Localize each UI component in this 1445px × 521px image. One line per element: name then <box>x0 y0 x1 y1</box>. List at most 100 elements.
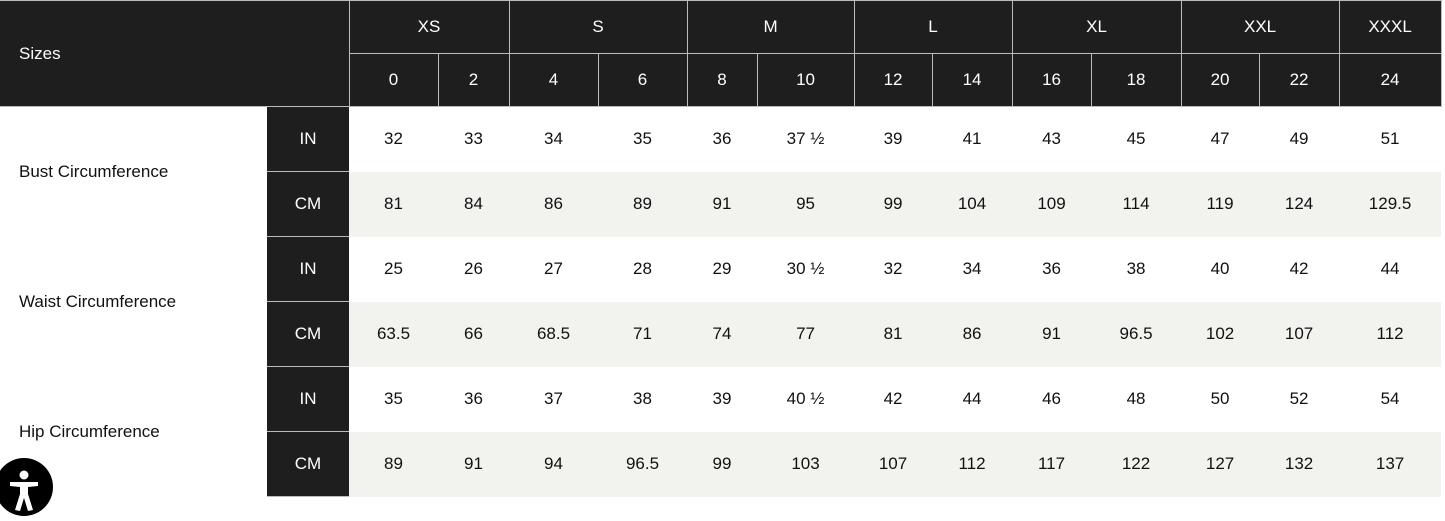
value-cell: 39 <box>883 129 903 149</box>
value-cell: 112 <box>932 431 1013 497</box>
value-cell: 81 <box>349 171 439 237</box>
value-cell: 29 <box>712 259 732 278</box>
value-cell: 36 <box>1042 259 1061 278</box>
value-cell: 96.5 <box>598 431 688 497</box>
value-cell: 77 <box>757 301 855 367</box>
unit-cell: CM <box>267 171 350 237</box>
table-row: Hip Circumference IN 35 36 37 38 39 40 ½ 42 44 46 4… <box>0 366 1441 497</box>
value-cell: 44 <box>962 389 982 408</box>
size-number-header: 4 <box>508 53 599 107</box>
measurement-label: Waist Circumference <box>0 236 267 367</box>
value-cell: 117 <box>1012 431 1092 497</box>
size-number-header: 24 <box>1338 53 1442 107</box>
value-cell: 137 <box>1339 431 1442 497</box>
value-cell: 28 <box>633 259 652 278</box>
value-cell: 91 <box>687 171 758 237</box>
value-cell: 107 <box>854 431 933 497</box>
value-cell: 71 <box>598 301 688 367</box>
value-cell: 37 ½ <box>786 129 825 149</box>
value-cell: 44 <box>1380 259 1400 278</box>
value-cell: 99 <box>854 171 933 237</box>
value-cell: 50 <box>1210 389 1230 408</box>
value-cell: 37 <box>544 389 563 408</box>
value-cell: 127 <box>1181 431 1260 497</box>
value-cell: 129.5 <box>1339 171 1442 237</box>
value-cell: 42 <box>883 389 903 408</box>
value-cell: 51 <box>1380 129 1400 149</box>
size-number-header: 18 <box>1090 53 1182 107</box>
value-cell: 89 <box>349 431 439 497</box>
value-cell: 74 <box>687 301 758 367</box>
sizes-header: Sizes <box>0 0 350 107</box>
value-cell: 39 <box>712 389 732 408</box>
unit-cell: CM <box>267 431 350 497</box>
value-cell: 42 <box>1289 259 1309 278</box>
size-chart-table: Sizes XS S M L XL XXL XXXL 0 2 4 6 8 10 12 14 16 18 20 22 24… <box>0 0 1442 497</box>
value-cell: 109 <box>1012 171 1092 237</box>
value-cell: 34 <box>544 129 563 149</box>
value-cell: 81 <box>854 301 933 367</box>
table-row: Waist Circumference IN 25 26 27 28 29 30 ½ 32 34 3… <box>0 236 1441 367</box>
value-cell: 26 <box>464 259 483 278</box>
size-number-header: 0 <box>348 53 439 107</box>
value-cell: 96.5 <box>1091 301 1182 367</box>
value-cell: 84 <box>438 171 510 237</box>
value-cell: 32 <box>883 259 903 278</box>
size-number-header: 20 <box>1180 53 1260 107</box>
table-row: CM 89 91 94 96.5 99 103 107 112 117 122 127 132 137 <box>0 431 1442 497</box>
value-cell: 32 <box>384 129 403 149</box>
value-cell: 86 <box>932 301 1013 367</box>
accessibility-button[interactable] <box>0 458 53 516</box>
accessibility-icon <box>10 470 38 511</box>
value-cell: 40 ½ <box>786 389 825 408</box>
value-cell: 36 <box>464 389 483 408</box>
value-cell: 132 <box>1259 431 1340 497</box>
size-number-header: 14 <box>931 53 1013 107</box>
value-cell: 95 <box>757 171 855 237</box>
value-cell: 45 <box>1126 129 1146 149</box>
value-cell: 40 <box>1210 259 1230 278</box>
value-cell: 104 <box>932 171 1013 237</box>
size-number-header: 8 <box>686 53 758 107</box>
value-cell: 91 <box>1012 301 1092 367</box>
size-group-header: XXXL <box>1338 0 1442 54</box>
value-cell: 46 <box>1042 389 1061 408</box>
value-cell: 36 <box>712 129 732 149</box>
size-group-header: M <box>686 0 855 54</box>
value-cell: 89 <box>598 171 688 237</box>
size-group-header: XXL <box>1180 0 1340 54</box>
table-row: Bust Circumference IN 32 33 34 35 36 37 ½ 39 41 43… <box>0 106 1441 237</box>
size-number-header: 6 <box>597 53 688 107</box>
unit-cell: IN <box>267 366 350 432</box>
size-group-header: L <box>853 0 1013 54</box>
value-cell: 91 <box>438 431 510 497</box>
header-size-numbers: 0 2 4 6 8 10 12 14 16 18 20 22 24 <box>0 53 1442 107</box>
value-cell: 35 <box>384 389 403 408</box>
value-cell: 52 <box>1289 389 1309 408</box>
value-cell: 102 <box>1181 301 1260 367</box>
value-cell: 124 <box>1259 171 1340 237</box>
size-group-header: XS <box>348 0 510 54</box>
value-cell: 38 <box>633 389 652 408</box>
value-cell: 94 <box>509 431 599 497</box>
value-cell: 27 <box>544 259 563 278</box>
value-cell: 47 <box>1210 129 1230 149</box>
unit-cell: CM <box>267 301 350 367</box>
unit-cell: IN <box>267 236 350 302</box>
value-cell: 41 <box>962 129 982 149</box>
table-row: CM 63.5 66 68.5 71 74 77 81 86 91 96.5 102 107 112 <box>0 301 1442 367</box>
size-number-header: 2 <box>437 53 510 107</box>
size-group-header: S <box>508 0 688 54</box>
value-cell: 38 <box>1126 259 1146 278</box>
size-number-header: 12 <box>853 53 933 107</box>
value-cell: 49 <box>1289 129 1309 149</box>
header-size-groups: Sizes XS S M L XL XXL XXXL <box>0 0 1442 107</box>
value-cell: 68.5 <box>509 301 599 367</box>
size-number-header: 22 <box>1258 53 1340 107</box>
value-cell: 30 ½ <box>786 259 825 278</box>
table-row: CM 81 84 86 89 91 95 99 104 109 114 119 124 129.5 <box>0 171 1442 237</box>
value-cell: 54 <box>1380 389 1400 408</box>
value-cell: 103 <box>757 431 855 497</box>
value-cell: 99 <box>687 431 758 497</box>
value-cell: 66 <box>438 301 510 367</box>
